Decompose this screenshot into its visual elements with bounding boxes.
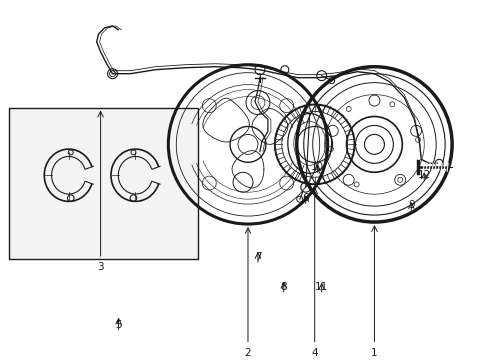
Text: 9: 9 <box>407 200 414 210</box>
Text: 2: 2 <box>244 347 251 357</box>
Text: 1: 1 <box>370 347 377 357</box>
Text: 8: 8 <box>280 282 286 292</box>
Bar <box>9 108 198 259</box>
Text: 5: 5 <box>115 320 122 330</box>
Text: 7: 7 <box>254 252 261 262</box>
Text: 4: 4 <box>311 347 317 357</box>
Text: 12: 12 <box>417 170 430 180</box>
Text: 11: 11 <box>314 282 327 292</box>
Text: 6: 6 <box>302 193 308 203</box>
Text: 3: 3 <box>97 262 104 272</box>
Text: 10: 10 <box>310 162 324 172</box>
